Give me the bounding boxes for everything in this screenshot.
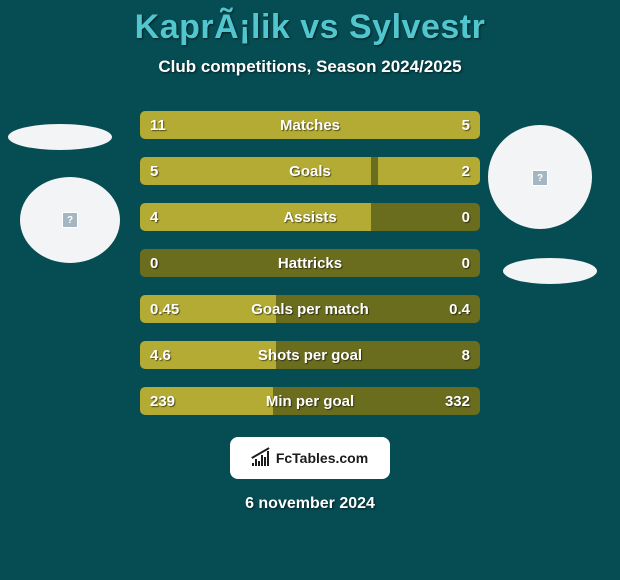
brand-text: FcTables.com <box>276 450 368 466</box>
stat-row: 4.6 Shots per goal 8 <box>140 341 480 369</box>
stats-panel: 11 Matches 5 5 Goals 2 4 Assists 0 0 Hattricks 0 0.4… <box>140 111 480 415</box>
icon-bar <box>261 455 263 466</box>
decor-ellipse <box>8 124 112 150</box>
value-left: 0 <box>150 255 158 272</box>
stat-row: 0.45 Goals per match 0.4 <box>140 295 480 323</box>
value-right: 2 <box>462 163 470 180</box>
question-icon: ? <box>532 170 548 186</box>
value-right: 0.4 <box>449 301 470 318</box>
value-left: 11 <box>150 117 166 134</box>
stat-row: 0 Hattricks 0 <box>140 249 480 277</box>
value-right: 8 <box>462 347 470 364</box>
stat-row: 4 Assists 0 <box>140 203 480 231</box>
value-left: 239 <box>150 393 175 410</box>
value-right: 332 <box>445 393 470 410</box>
bars-icon <box>252 448 272 468</box>
stat-row: 11 Matches 5 <box>140 111 480 139</box>
metric-label: Assists <box>283 209 336 226</box>
page-title: KaprÃ¡lik vs Sylvestr <box>0 0 620 47</box>
icon-bar <box>258 461 260 466</box>
icon-bar <box>267 451 269 466</box>
stat-row: 239 Min per goal 332 <box>140 387 480 415</box>
value-left: 0.45 <box>150 301 179 318</box>
metric-label: Goals <box>289 163 331 180</box>
icon-bar <box>264 457 266 466</box>
metric-label: Matches <box>280 117 340 134</box>
bar-left <box>140 157 371 185</box>
brand-box: FcTables.com <box>230 437 390 479</box>
question-icon: ? <box>62 212 78 228</box>
value-right: 0 <box>462 255 470 272</box>
decor-ellipse <box>503 258 597 284</box>
page-subtitle: Club competitions, Season 2024/2025 <box>0 57 620 77</box>
value-left: 4.6 <box>150 347 171 364</box>
icon-bar <box>252 463 254 466</box>
metric-label: Goals per match <box>251 301 369 318</box>
date-label: 6 november 2024 <box>0 495 620 513</box>
value-right: 5 <box>462 117 470 134</box>
value-left: 4 <box>150 209 158 226</box>
metric-label: Min per goal <box>266 393 354 410</box>
icon-bar <box>255 459 257 466</box>
value-left: 5 <box>150 163 158 180</box>
stat-row: 5 Goals 2 <box>140 157 480 185</box>
value-right: 0 <box>462 209 470 226</box>
metric-label: Shots per goal <box>258 347 362 364</box>
metric-label: Hattricks <box>278 255 342 272</box>
